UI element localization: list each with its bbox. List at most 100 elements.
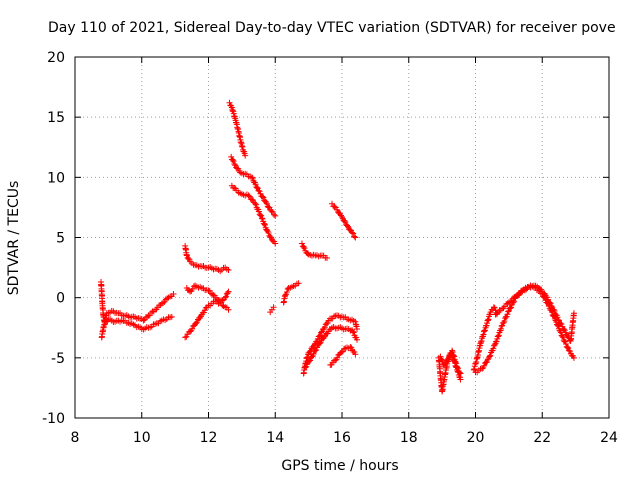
y-tick-label: 15 — [47, 110, 65, 126]
data-point — [560, 334, 567, 341]
data-point — [504, 311, 511, 318]
x-tick-label: 24 — [600, 430, 618, 446]
data-point — [298, 240, 305, 247]
data-point — [223, 293, 230, 300]
data-point — [453, 360, 460, 367]
data-point — [225, 288, 232, 295]
series-arc-12 — [300, 312, 361, 377]
data-point — [451, 353, 458, 360]
data-point — [187, 288, 194, 295]
data-point — [252, 201, 259, 208]
data-point — [347, 344, 354, 351]
data-point — [161, 298, 168, 305]
series-arc-5 — [182, 288, 232, 341]
data-point — [444, 355, 451, 362]
x-tick-label: 14 — [266, 430, 284, 446]
data-point — [478, 338, 485, 345]
data-point — [219, 297, 226, 304]
series-arc-8 — [228, 182, 279, 247]
data-point — [215, 300, 222, 307]
data-point — [345, 223, 352, 230]
data-point — [330, 313, 337, 320]
data-point — [303, 363, 310, 370]
series-arc-17 — [437, 347, 464, 377]
data-point — [454, 364, 461, 371]
series-arc-6 — [226, 99, 249, 159]
x-tick-label: 18 — [400, 430, 418, 446]
data-point — [306, 348, 313, 355]
data-point — [231, 184, 238, 191]
data-point — [189, 285, 196, 292]
data-point — [498, 325, 505, 332]
data-point — [268, 208, 275, 215]
y-tick-label: 20 — [47, 50, 65, 66]
data-point — [318, 329, 325, 336]
data-point — [481, 362, 488, 369]
data-point — [560, 326, 567, 333]
series-arc-2 — [98, 291, 177, 341]
data-point — [450, 352, 457, 359]
data-point — [558, 321, 565, 328]
x-tick-label: 22 — [533, 430, 551, 446]
series-arc-14 — [327, 344, 359, 369]
data-point — [239, 143, 246, 150]
data-point — [342, 219, 349, 226]
data-point — [478, 339, 485, 346]
data-point — [316, 340, 323, 347]
data-point — [183, 333, 190, 340]
data-point — [144, 313, 151, 320]
data-point — [487, 352, 494, 359]
data-point — [438, 356, 445, 363]
x-axis-title: GPS time / hours — [281, 458, 398, 474]
series-arc-20 — [492, 282, 577, 344]
data-point — [160, 300, 167, 307]
data-point — [272, 240, 279, 247]
data-point — [354, 336, 361, 343]
x-tick-label: 16 — [333, 430, 351, 446]
tick-labels: 8 10 12 14 16 18 20 22 24 -10 -5 0 5 10 15 20 — [42, 50, 618, 446]
x-tick-label: 20 — [467, 430, 485, 446]
data-point — [321, 324, 328, 331]
data-point — [302, 364, 309, 371]
data-points — [98, 99, 577, 395]
data-point — [334, 354, 341, 361]
data-point — [498, 323, 505, 330]
data-point — [256, 211, 263, 218]
data-point — [452, 358, 459, 365]
data-point — [482, 359, 489, 366]
data-point — [148, 309, 155, 316]
data-point — [230, 158, 237, 165]
data-point — [209, 291, 216, 298]
data-point — [261, 220, 268, 227]
data-point — [246, 193, 253, 200]
data-point — [486, 353, 493, 360]
data-point — [449, 347, 456, 354]
data-point — [352, 351, 359, 358]
data-point — [507, 305, 514, 312]
data-point — [224, 289, 231, 296]
series-arc-1 — [98, 279, 175, 333]
data-point — [248, 174, 255, 181]
data-point — [331, 203, 338, 210]
data-point — [249, 175, 256, 182]
data-point — [485, 316, 492, 323]
data-point — [300, 243, 307, 250]
data-point — [270, 211, 277, 218]
data-point — [439, 357, 446, 364]
data-point — [265, 229, 272, 236]
data-point — [505, 308, 512, 315]
data-point — [507, 298, 514, 305]
data-point — [545, 296, 552, 303]
data-point — [481, 328, 488, 335]
data-point — [344, 222, 351, 229]
data-point — [348, 344, 355, 351]
data-point — [570, 310, 577, 317]
data-point — [263, 200, 270, 207]
data-point — [193, 320, 200, 327]
data-point — [295, 280, 302, 287]
data-point — [490, 304, 497, 311]
data-point — [310, 350, 317, 357]
series-arc-7 — [228, 153, 279, 219]
y-tick-label: 5 — [56, 231, 65, 247]
